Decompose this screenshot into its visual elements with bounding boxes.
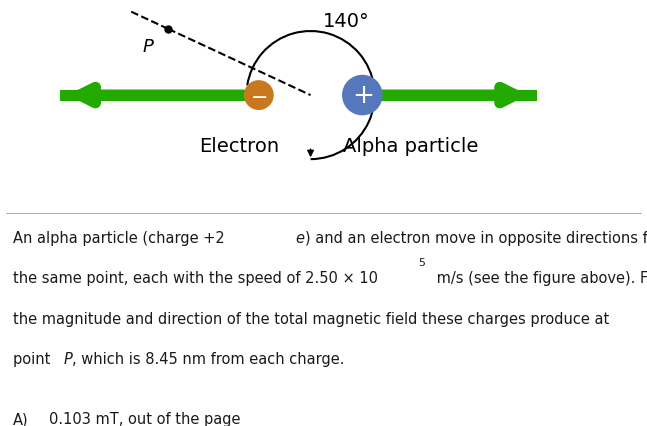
Text: point: point	[13, 351, 55, 366]
Text: 5: 5	[418, 258, 425, 268]
Text: $P$: $P$	[142, 38, 155, 56]
Text: the magnitude and direction of the total magnetic field these charges produce at: the magnitude and direction of the total…	[13, 311, 609, 326]
Text: m/s (see the figure above). Find: m/s (see the figure above). Find	[432, 271, 647, 285]
Text: $+$: $+$	[352, 83, 373, 109]
Text: $-$: $-$	[250, 86, 267, 106]
Text: the same point, each with the speed of 2.50 × 10: the same point, each with the speed of 2…	[13, 271, 378, 285]
Text: Electron: Electron	[199, 136, 280, 155]
Text: P: P	[63, 351, 72, 366]
Ellipse shape	[244, 81, 274, 111]
Ellipse shape	[342, 75, 382, 116]
Text: 140°: 140°	[323, 12, 369, 31]
Text: Alpha particle: Alpha particle	[343, 136, 479, 155]
Text: ) and an electron move in opposite directions from: ) and an electron move in opposite direc…	[305, 230, 647, 245]
Text: e: e	[295, 230, 304, 245]
Text: A): A)	[13, 411, 28, 426]
Text: , which is 8.45 nm from each charge.: , which is 8.45 nm from each charge.	[72, 351, 345, 366]
Text: 0.103 mT, out of the page: 0.103 mT, out of the page	[49, 411, 240, 426]
Text: An alpha particle (charge +2: An alpha particle (charge +2	[13, 230, 225, 245]
